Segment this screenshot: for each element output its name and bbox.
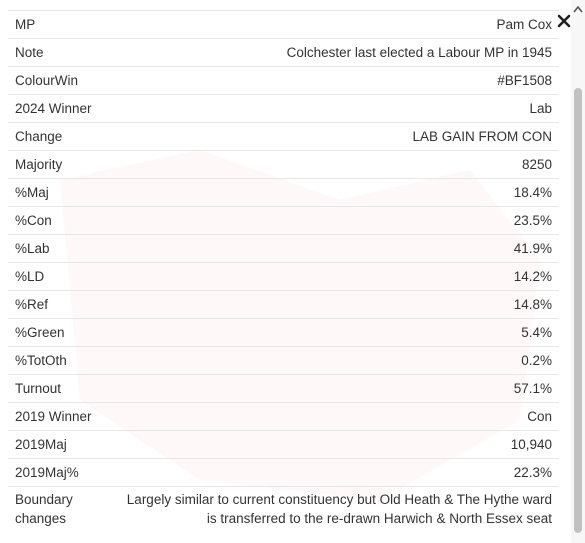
- attribute-name: MP: [8, 11, 114, 39]
- attribute-value: 41.9%: [114, 234, 559, 263]
- close-button[interactable]: [557, 14, 571, 28]
- attribute-row: 2024 Winner Lab: [8, 94, 559, 123]
- attribute-row: %Green 5.4%: [8, 318, 559, 347]
- attribute-row: Turnout 57.1%: [8, 374, 559, 403]
- attribute-name: %Con: [8, 206, 114, 235]
- scroll-thumb[interactable]: [574, 88, 582, 533]
- attribute-name: 2024 Winner: [8, 94, 114, 123]
- attribute-name: %TotOth: [8, 346, 114, 375]
- attribute-value: 22.3%: [114, 458, 559, 487]
- attribute-value: Pam Cox: [114, 11, 559, 39]
- attribute-name: Change: [8, 122, 114, 151]
- attribute-value: 23.5%: [114, 206, 559, 235]
- attribute-name: Boundary changes: [15, 492, 73, 526]
- attribute-row: 2019Maj% 22.3%: [8, 458, 559, 487]
- attribute-name: Note: [8, 38, 114, 67]
- attribute-row: Boundary changes Largely similar to curre…: [8, 487, 559, 532]
- attribute-value: Con: [114, 402, 559, 431]
- attribute-name: %Ref: [8, 290, 114, 319]
- attribute-name: %Maj: [8, 178, 114, 207]
- attribute-row: Majority 8250: [8, 150, 559, 179]
- attribute-value: 10,940: [114, 430, 559, 459]
- attribute-row: %TotOth 0.2%: [8, 346, 559, 375]
- attribute-row: MP Pam Cox: [8, 11, 559, 39]
- attribute-name: %Green: [8, 318, 114, 347]
- attribute-row: Note Colchester last elected a Labour MP …: [8, 38, 559, 67]
- attribute-value: Lab: [114, 94, 559, 123]
- attribute-value: 0.2%: [114, 346, 559, 375]
- attribute-value: 57.1%: [114, 374, 559, 403]
- attribute-value: Colchester last elected a Labour MP in 1…: [114, 38, 559, 67]
- attribute-name: %Lab: [8, 234, 114, 263]
- attribute-name: Majority: [8, 150, 114, 179]
- attribute-table: MP Pam Cox Note Colchester last elected a L…: [8, 11, 559, 531]
- scroll-up-arrow[interactable]: [573, 5, 583, 13]
- attribute-name: ColourWin: [8, 66, 114, 95]
- attribute-name: Turnout: [8, 374, 114, 403]
- attribute-name: %LD: [8, 262, 114, 291]
- attribute-row: %Ref 14.8%: [8, 290, 559, 319]
- attribute-row: %Lab 41.9%: [8, 234, 559, 263]
- attribute-row: %Con 23.5%: [8, 206, 559, 235]
- attribute-value: #BF1508: [114, 66, 559, 95]
- attribute-value: Largely similar to current constituency …: [126, 492, 552, 526]
- attribute-row: Change LAB GAIN FROM CON: [8, 122, 559, 151]
- attribute-row: 2019 Winner Con: [8, 402, 559, 431]
- attribute-row: %LD 14.2%: [8, 262, 559, 291]
- attribute-name: 2019Maj%: [8, 458, 114, 487]
- attribute-value: 8250: [114, 150, 559, 179]
- attribute-value: LAB GAIN FROM CON: [114, 122, 559, 151]
- attribute-value: 5.4%: [114, 318, 559, 347]
- attribute-value: 18.4%: [114, 178, 559, 207]
- scrollbar[interactable]: [571, 0, 585, 543]
- attribute-value: 14.8%: [114, 290, 559, 319]
- attribute-name: 2019 Winner: [8, 402, 114, 431]
- attribute-row: 2019Maj 10,940: [8, 430, 559, 459]
- divider: [8, 10, 559, 11]
- attribute-value: 14.2%: [114, 262, 559, 291]
- attribute-name: 2019Maj: [8, 430, 114, 459]
- attribute-row: %Maj 18.4%: [8, 178, 559, 207]
- attribute-row: ColourWin #BF1508: [8, 66, 559, 95]
